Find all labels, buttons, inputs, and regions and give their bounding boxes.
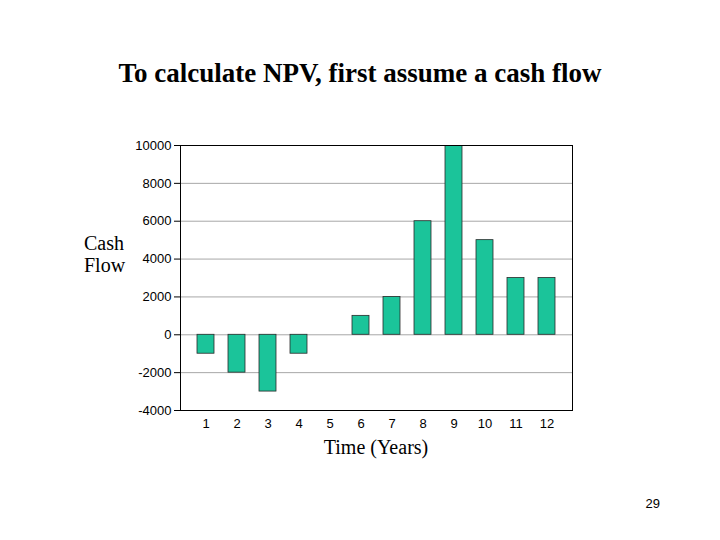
svg-text:5: 5: [326, 416, 333, 431]
svg-text:10000: 10000: [135, 138, 171, 153]
html-text:Cash: Cash: [84, 232, 124, 254]
svg-text:6: 6: [357, 416, 364, 431]
svg-text:9: 9: [450, 416, 457, 431]
svg-text:2: 2: [233, 416, 240, 431]
svg-text:6000: 6000: [143, 213, 172, 228]
svg-text:4000: 4000: [143, 251, 172, 266]
html-text:29: 29: [645, 496, 660, 511]
svg-text:8: 8: [419, 416, 426, 431]
svg-text:1: 1: [202, 416, 209, 431]
svg-text:3: 3: [264, 416, 271, 431]
svg-text:-2000: -2000: [138, 365, 171, 380]
svg-text:12: 12: [540, 416, 554, 431]
svg-text:-4000: -4000: [138, 403, 171, 418]
svg-text:7: 7: [388, 416, 395, 431]
svg-text:4: 4: [295, 416, 302, 431]
svg-text:0: 0: [164, 327, 171, 342]
svg-text:2000: 2000: [143, 289, 172, 304]
html-text:To calculate NPV, first assume: To calculate NPV, first assume a cash fl…: [118, 58, 602, 88]
svg-text:8000: 8000: [143, 176, 172, 191]
svg-text:10: 10: [478, 416, 492, 431]
svg-text:11: 11: [509, 416, 523, 431]
html-text:Flow: Flow: [84, 254, 126, 276]
html-text:Time (Years): Time (Years): [323, 436, 429, 458]
